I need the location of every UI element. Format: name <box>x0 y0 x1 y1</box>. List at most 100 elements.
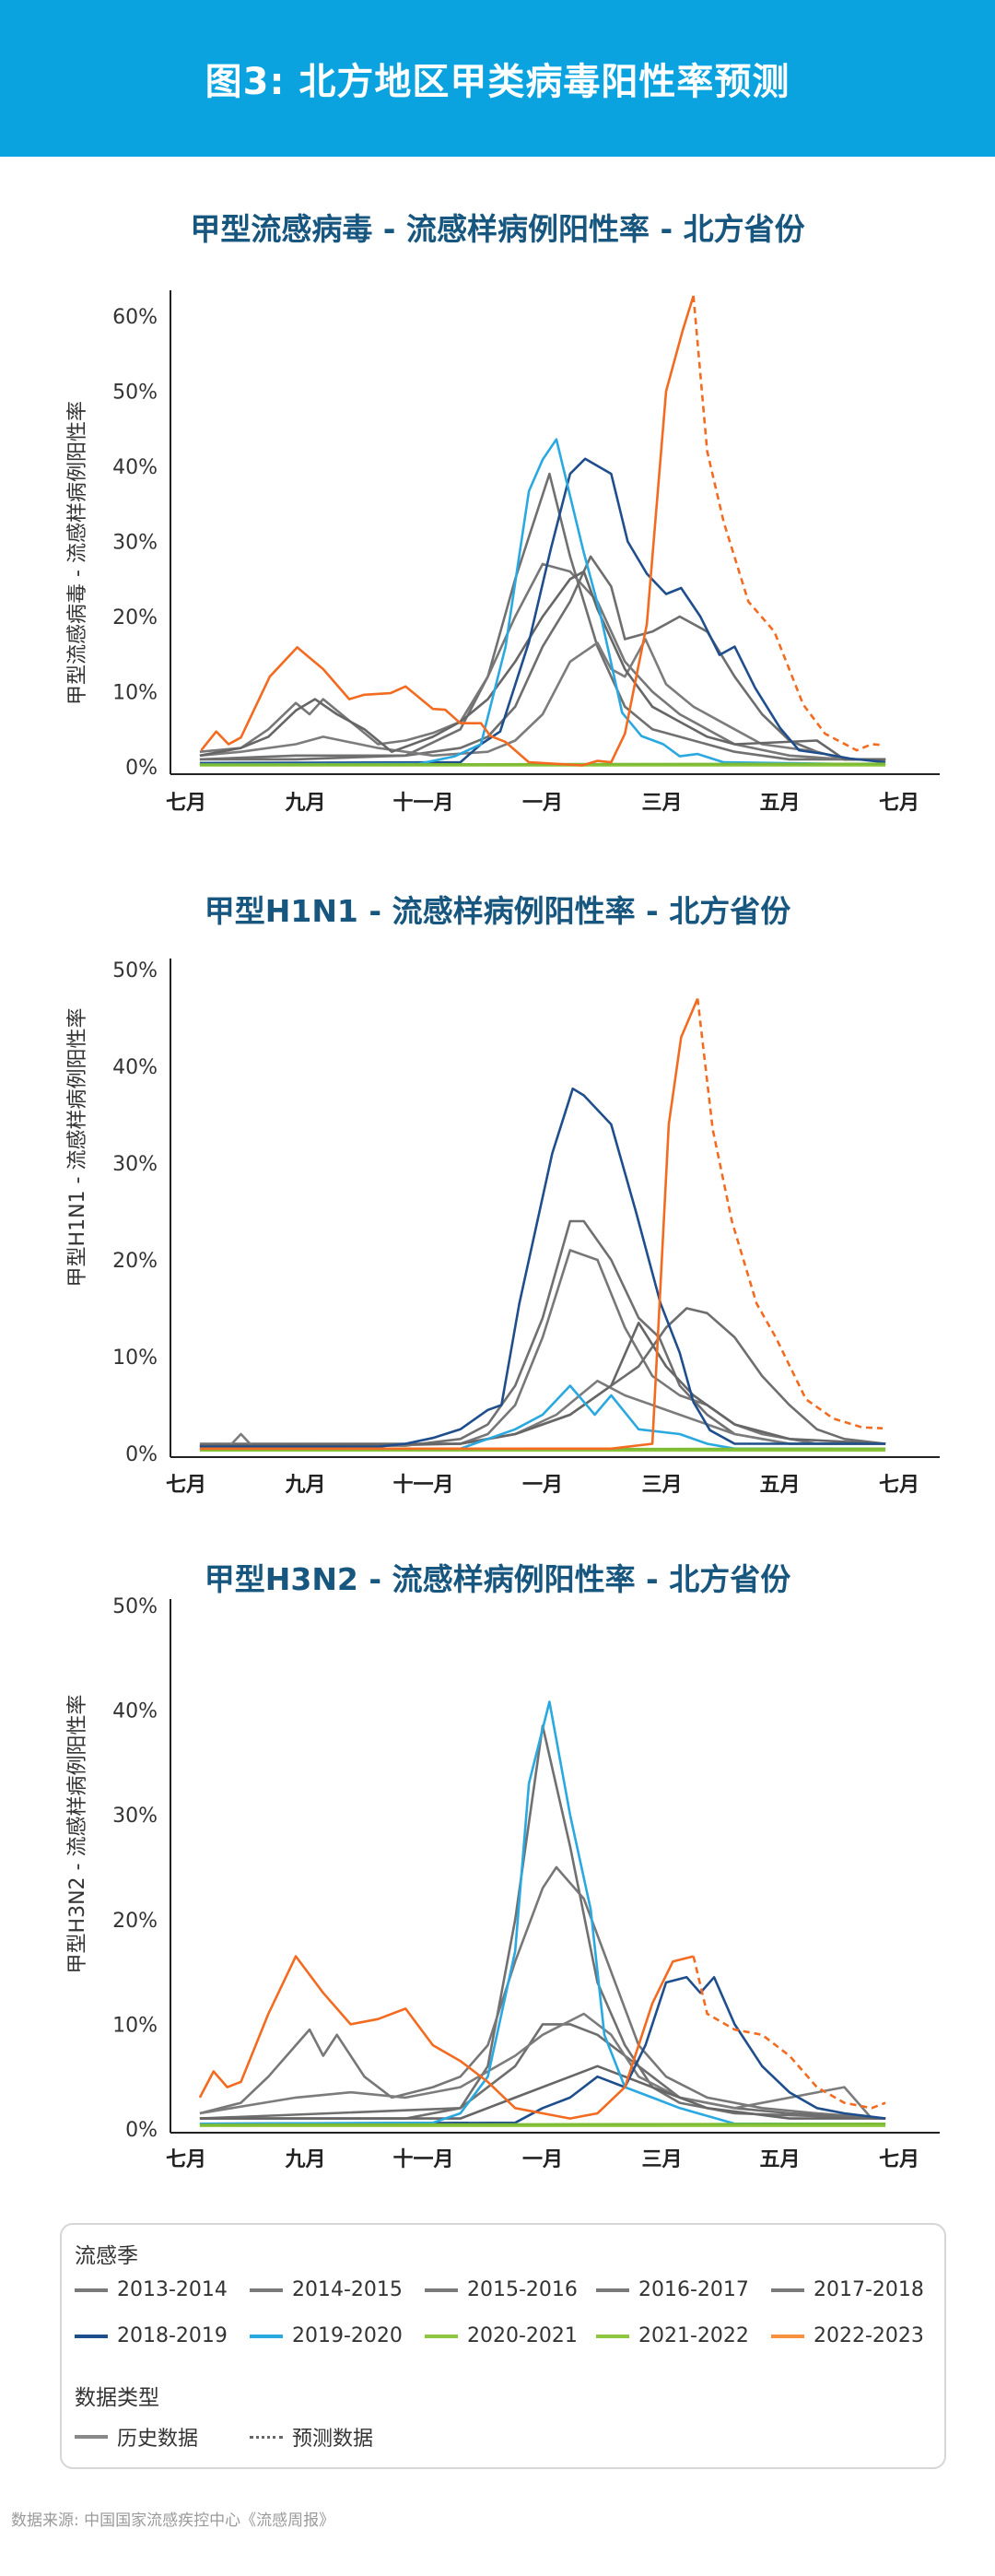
y-tick-label: 10% <box>112 682 158 705</box>
legend-swatch <box>250 2334 283 2338</box>
x-tick-label: 一月 <box>522 792 563 815</box>
legend-label: 预测数据 <box>292 2428 374 2451</box>
legend-item-season: 2020-2021 <box>425 2324 578 2347</box>
legend-item-historical: 历史数据 <box>75 2422 198 2452</box>
forecast-line-2022-2023 <box>696 998 884 1429</box>
series-line-2016-2017 <box>199 638 886 761</box>
series-line-2022-2023 <box>199 997 699 1451</box>
page-title: 图3: 北方地区甲类病毒阳性率预测 <box>205 61 790 103</box>
legend-swatch <box>425 2288 458 2292</box>
y-tick-label: 0% <box>125 757 158 780</box>
x-tick-label: 十一月 <box>392 1474 453 1497</box>
y-tick-label: 0% <box>125 2119 158 2142</box>
y-tick-label: 10% <box>112 2014 158 2037</box>
legend-label: 2016-2017 <box>638 2278 749 2301</box>
chart-1: 0% 10% 20% 30% 40% 50% 七月 九月 十一月 一月 三月 五月 七月 <box>112 959 940 1497</box>
series-line-2019-2020 <box>199 1384 886 1451</box>
legend-item-season: 2021-2022 <box>596 2324 749 2347</box>
series-line-2013-2014 <box>199 1219 886 1447</box>
legend-label: 历史数据 <box>117 2428 199 2451</box>
legend-swatch <box>75 2334 108 2338</box>
y-tick-label: 20% <box>112 1910 158 1933</box>
x-tick-label: 九月 <box>284 1474 325 1497</box>
legend-swatch <box>596 2288 629 2292</box>
y-tick-label: 50% <box>112 382 158 405</box>
series-line-2017-2018 <box>199 2064 886 2120</box>
series-line-2014-2015 <box>199 1865 886 2120</box>
legend-label: 2021-2022 <box>638 2324 749 2347</box>
legend-label: 2022-2023 <box>814 2324 924 2347</box>
x-tick-label: 一月 <box>522 1474 563 1497</box>
legend-swatch <box>425 2334 458 2338</box>
header-banner: 图3: 北方地区甲类病毒阳性率预测 <box>0 0 995 157</box>
x-tick-label: 七月 <box>879 1474 919 1497</box>
series-line-2014-2015 <box>199 562 886 761</box>
series-line-2013-2014 <box>199 472 886 761</box>
forecast-line-2022-2023 <box>692 295 884 752</box>
legend: 流感季 2013-2014 2014-2015 2015-2016 2016-2017… <box>60 2223 946 2469</box>
series-line-2016-2017 <box>199 1380 886 1451</box>
legend-swatch <box>771 2288 804 2292</box>
y-tick-label: 30% <box>112 1153 158 1176</box>
series-line-2018-2019 <box>199 457 886 765</box>
legend-item-season: 2015-2016 <box>425 2278 578 2301</box>
legend-season-heading: 流感季 <box>75 2244 138 2268</box>
y-tick-label: 50% <box>112 1595 158 1618</box>
series-line-2016-2017 <box>199 2012 886 2120</box>
chart-title-h3n2: 甲型H3N2 - 流感样病例阳性率 - 北方省份 <box>204 1561 791 1597</box>
legend-label: 2015-2016 <box>467 2278 578 2301</box>
legend-swatch <box>771 2334 804 2338</box>
x-tick-label: 七月 <box>166 1474 206 1497</box>
x-tick-label: 七月 <box>166 792 206 815</box>
x-tick-label: 一月 <box>522 2148 563 2171</box>
series-line-2019-2020 <box>199 1700 886 2125</box>
legend-item-season: 2019-2020 <box>250 2324 403 2347</box>
legend-label: 2019-2020 <box>292 2324 403 2347</box>
y-tick-label: 30% <box>112 1805 158 1828</box>
legend-label: 2018-2019 <box>117 2324 228 2347</box>
y-tick-label: 0% <box>125 1443 158 1466</box>
x-tick-label: 五月 <box>759 792 800 815</box>
x-tick-label: 三月 <box>641 2148 682 2171</box>
chart-2: 0% 10% 20% 30% 40% 50% 七月 九月 十一月 一月 三月 五月 七月 <box>112 1595 940 2171</box>
y-tick-label: 60% <box>112 306 158 329</box>
y-tick-label: 40% <box>112 1700 158 1723</box>
legend-swatch <box>250 2288 283 2292</box>
series-line-2022-2023 <box>200 295 695 767</box>
x-tick-label: 九月 <box>284 792 325 815</box>
legend-item-season: 2016-2017 <box>596 2278 749 2301</box>
chart-title-influenza-a: 甲型流感病毒 - 流感样病例阳性率 - 北方省份 <box>190 211 805 247</box>
x-tick-label: 七月 <box>879 792 919 815</box>
x-tick-label: 十一月 <box>392 2148 453 2171</box>
y-tick-label: 30% <box>112 532 158 555</box>
series-line-2022-2023 <box>198 1955 695 2120</box>
legend-item-season: 2017-2018 <box>771 2278 924 2301</box>
legend-type-heading: 数据类型 <box>75 2386 159 2410</box>
y-tick-label: 20% <box>112 1250 158 1273</box>
solid-line-swatch <box>75 2435 108 2439</box>
x-tick-label: 五月 <box>759 2148 800 2171</box>
x-tick-label: 五月 <box>759 1474 800 1497</box>
data-source-note: 数据来源: 中国国家流感疾控中心《流感周报》 <box>11 2511 335 2530</box>
dotted-line-swatch <box>250 2435 283 2439</box>
x-tick-label: 三月 <box>641 792 682 815</box>
legend-label: 2013-2014 <box>117 2278 228 2301</box>
legend-label: 2014-2015 <box>292 2278 403 2301</box>
series-line-2018-2019 <box>199 1976 886 2125</box>
series-line-2017-2018 <box>199 1322 886 1447</box>
legend-item-season: 2013-2014 <box>75 2278 228 2301</box>
legend-item-season: 2018-2019 <box>75 2324 228 2347</box>
series-line-2018-2019 <box>199 1087 886 1448</box>
y-tick-label: 10% <box>112 1347 158 1370</box>
series-line-2015-2016 <box>199 555 886 761</box>
legend-item-season: 2014-2015 <box>250 2278 403 2301</box>
legend-swatch <box>75 2288 108 2292</box>
series-line-2013-2014 <box>199 1724 886 2120</box>
series-line-2019-2020 <box>199 438 886 766</box>
legend-label: 2020-2021 <box>467 2324 578 2347</box>
legend-label: 2017-2018 <box>814 2278 924 2301</box>
chart-0: 0% 10% 20% 30% 40% 50% 60% 七月 九月 十一月 一月 三月 五月 七月 <box>112 290 940 815</box>
x-tick-label: 七月 <box>879 2148 919 2171</box>
legend-swatch <box>596 2334 629 2338</box>
chart-title-h1n1: 甲型H1N1 - 流感样病例阳性率 - 北方省份 <box>204 893 791 929</box>
